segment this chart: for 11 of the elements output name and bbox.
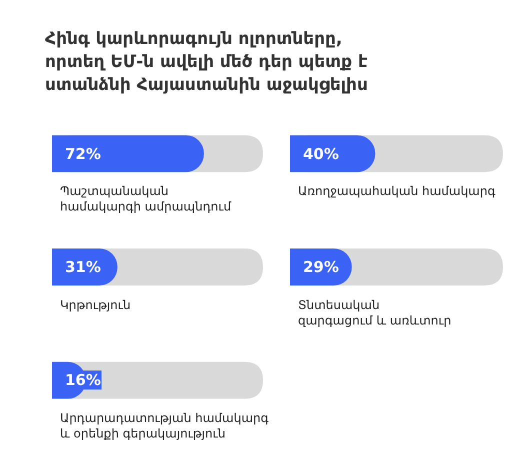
data-label: 29% [303, 258, 339, 276]
data-label: 40% [303, 144, 339, 163]
data-label: 72% [65, 144, 101, 163]
text: Հինգ կարևորագույն ոլորտները, որտեղ ԵՄ-ն ավելի մեծ դեր պետք է ստանձնի Հայաստանին աջակցելիս [45, 28, 369, 97]
data-label: 16% [65, 370, 101, 389]
y-tick-label: Տնտեսական զարգացում և առևտուր [298, 298, 452, 328]
y-tick-label: Պաշտպանական համակարգի ամրապնդում [60, 184, 232, 214]
y-tick-label: Արդարադատության համակարգ և օրենքի գերակայություն [60, 410, 269, 440]
y-tick-label: Կրթություն [60, 298, 131, 312]
y-tick-label: Առողջապահական համակարգ [298, 184, 496, 198]
data-label: 31% [65, 258, 101, 276]
